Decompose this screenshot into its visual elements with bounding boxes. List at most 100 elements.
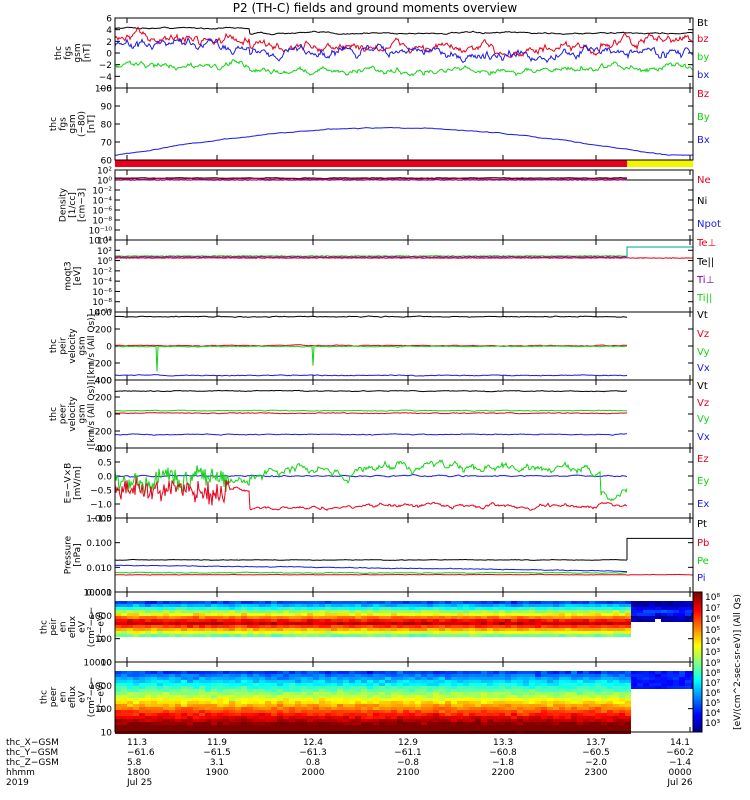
ylabel-line: eV: [78, 620, 88, 633]
colorbar-cell: [693, 704, 702, 706]
panel-p1-traces: [114, 26, 694, 77]
legend-by: By: [697, 112, 710, 123]
xaxis-value: −2.0: [585, 758, 607, 768]
colorbar-cell: [693, 644, 702, 646]
series-vz: [114, 344, 628, 347]
panel-frame: [114, 447, 694, 519]
ytick-label: −0.5: [90, 487, 112, 497]
legend-vx: Vx: [697, 432, 710, 443]
xaxis-value: 14.1: [670, 738, 690, 748]
ytick-label: 10⁻¹²: [89, 237, 113, 247]
xaxis-value: 12.4: [303, 738, 323, 748]
ylabel-line: gsm: [68, 114, 78, 133]
ylabel-line: en: [59, 621, 69, 632]
ytick-label: 10: [101, 659, 113, 669]
ytick-label: 60: [101, 157, 113, 167]
series-bz: [114, 26, 694, 58]
colorbar-tick: 10⁶: [705, 689, 720, 699]
colorbar-cell: [693, 652, 702, 654]
ytick-label: −400: [87, 377, 112, 387]
ytick-label: 10⁰: [97, 257, 112, 267]
colorbar-cell: [693, 624, 702, 626]
mode-bar-red: [115, 160, 627, 167]
legend-te: Te⊥: [696, 238, 716, 249]
legend-vz: Vz: [697, 398, 709, 409]
legend-ti: Ti⊥: [696, 275, 714, 286]
colorbar-tick: 10⁴: [705, 637, 720, 647]
colorbar-cell: [693, 670, 702, 672]
ytick-label: 10: [101, 729, 113, 739]
ytick-label: 0: [106, 50, 112, 60]
colorbar-tick: 10⁶: [705, 615, 720, 625]
panel-p3-traces: [114, 177, 693, 181]
colorbar-cell: [693, 710, 702, 712]
series-ti-perp: [114, 255, 628, 259]
colorbar-cell: [693, 608, 702, 610]
series-by: [114, 59, 693, 77]
series-pt: [114, 558, 628, 561]
legend-vx: Vx: [697, 363, 710, 374]
series-vy: [114, 409, 627, 412]
xaxis-value: −1.8: [492, 758, 514, 768]
colorbar-cell: [693, 664, 702, 666]
colorbar-cell: [693, 632, 702, 634]
colorbar-cell: [693, 728, 702, 730]
ytick-label: 10⁻⁸: [92, 217, 112, 227]
mode-bar: [115, 159, 693, 167]
legend-ez: Ez: [697, 454, 709, 465]
colorbar-cell: [693, 726, 702, 728]
ylabel-line: (cm²−s−: [87, 607, 97, 648]
legend-by: by: [697, 52, 709, 63]
panel-p4-traces: [114, 246, 693, 260]
xaxis-value: 2200: [492, 768, 515, 778]
legend-pe: Pe: [697, 556, 709, 567]
ylabel-line: [km/s (All Qs)]: [87, 314, 97, 378]
ylabel: thc fgs gsm [nT]: [54, 43, 93, 62]
xaxis-value: Jul 25: [126, 778, 152, 788]
legend-bt: Bt: [697, 18, 708, 29]
series-bx-mag: [115, 126, 694, 156]
ytick-label: −1.0: [90, 501, 112, 511]
xaxis-labels: thc_X−GSMthc_Y−GSMthc_Z−GSMhhmm201911.3−…: [6, 738, 694, 788]
legend-te: Te||: [696, 257, 714, 268]
ylabel-line: [cm−3]: [78, 188, 88, 222]
colorbar-cell: [693, 700, 702, 702]
series-npot: [115, 179, 628, 181]
xaxis-value: 0.8: [306, 758, 321, 768]
panel-p7-traces: [114, 459, 628, 512]
ylabel: thc peer en eflux eV (cm²−s− sr−eV): [40, 677, 107, 718]
colorbar-cell: [693, 724, 702, 726]
colorbar-cell: [693, 654, 702, 656]
ylabel-line: thc: [49, 339, 59, 353]
ytick-label: 4: [106, 26, 112, 36]
ylabel-line: [1/cc]: [68, 192, 78, 218]
colorbar-cell: [693, 694, 702, 696]
series-ex: [114, 474, 628, 478]
ytick-label: −400: [87, 445, 112, 455]
series-vx: [114, 433, 627, 436]
ylabel: thc peir en eflux eV (cm²−s− sr−eV): [40, 607, 107, 648]
colorbar-label-text: [eV/(cm^2-sec-sr-eV)] (All Qs): [733, 594, 743, 730]
colorbar-cell: [693, 660, 702, 662]
ytick-label: 10000: [83, 589, 112, 599]
ytick-label: −200: [87, 360, 112, 370]
ytick-label: 10⁻²: [92, 187, 112, 197]
colorbar-tick: 10⁷: [705, 679, 720, 689]
xaxis-value: −61.1: [394, 748, 422, 758]
ylabel-line: (−80): [78, 111, 88, 137]
ytick-label: 10⁻⁸: [92, 298, 112, 308]
xaxis-row-label: thc_X−GSM: [6, 738, 59, 748]
series-ez: [114, 476, 628, 512]
ytick-label: 200: [95, 326, 112, 336]
ytick-label: 10⁴: [97, 237, 112, 247]
ylabel-line: gsm: [78, 336, 88, 355]
colorbar-cell: [693, 678, 702, 680]
ytick-label: −200: [87, 428, 112, 438]
panel-p10-spectrogram: [115, 671, 697, 734]
ylabel: Density [1/cc] [cm−3]: [59, 187, 88, 222]
colorbar-cell: [693, 722, 702, 724]
xaxis-value: 1800: [127, 768, 150, 778]
legend-bx: bx: [697, 70, 709, 81]
xaxis-value: −0.8: [397, 758, 419, 768]
te-step: [626, 246, 693, 258]
